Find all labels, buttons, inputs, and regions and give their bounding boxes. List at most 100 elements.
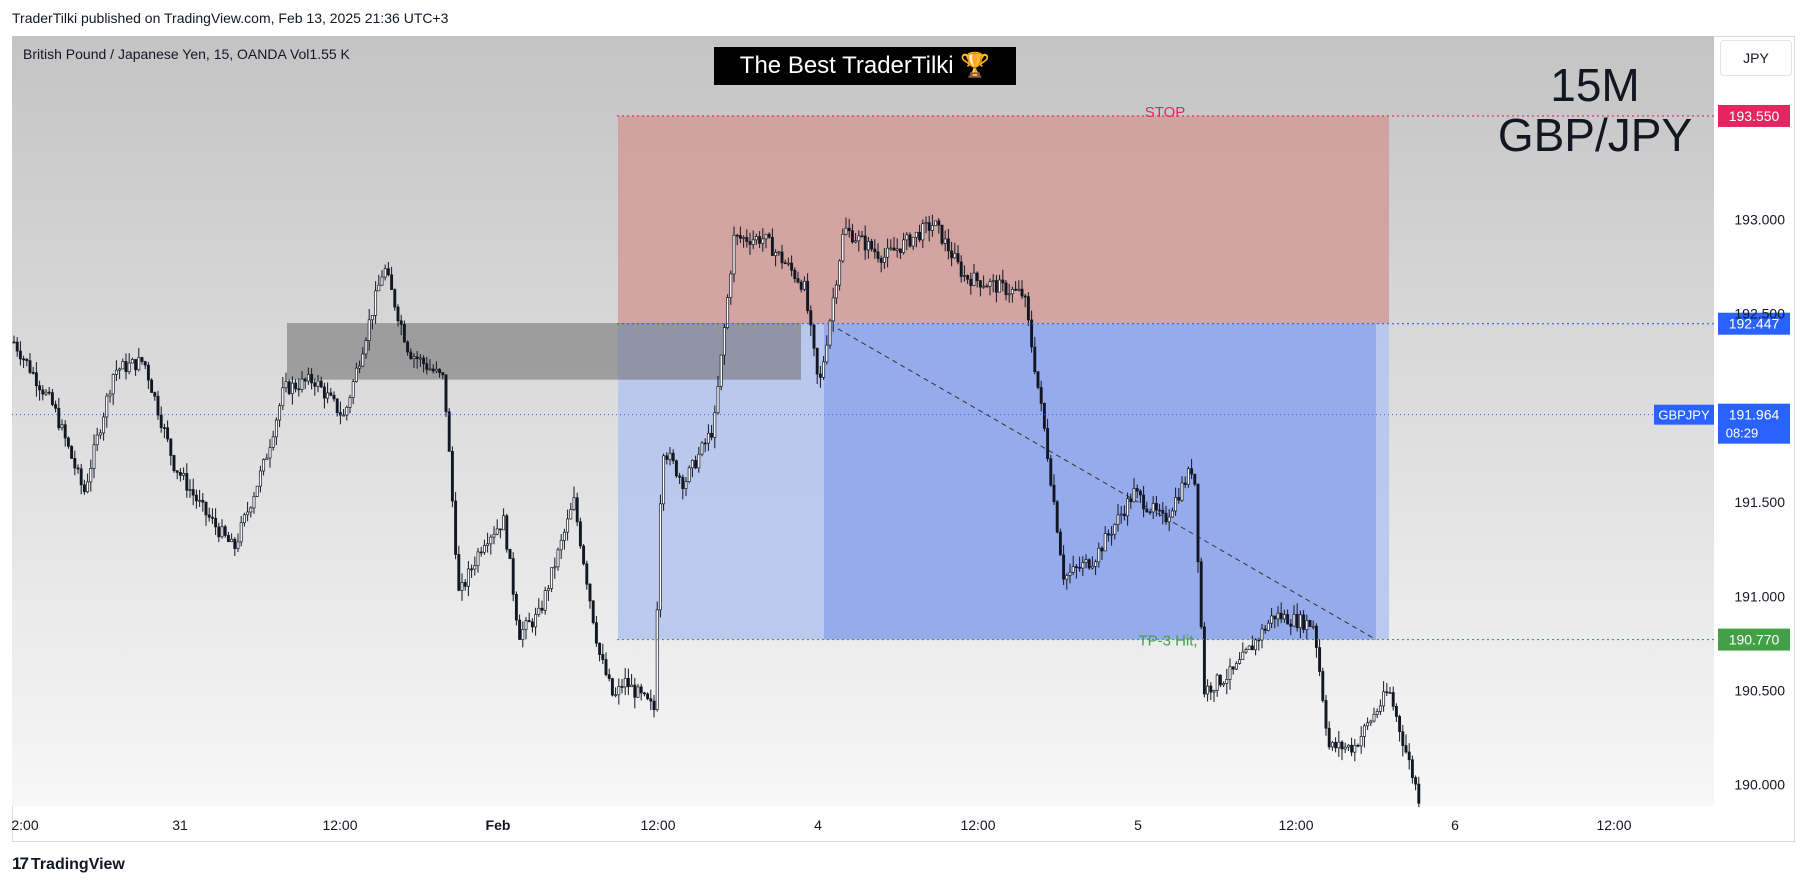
candle-body (294, 382, 298, 390)
candle-body (1350, 744, 1354, 753)
candle-body (86, 481, 90, 493)
candle-body (1276, 612, 1280, 620)
candle-body (271, 436, 275, 448)
candle-body (258, 470, 262, 487)
candle-body (844, 227, 848, 235)
candle-body (415, 356, 419, 359)
candle-body (1164, 512, 1168, 523)
candle-body (1177, 497, 1181, 501)
x-tick-5: 4 (814, 817, 822, 833)
candle-body (620, 686, 624, 688)
candle-body (882, 256, 886, 263)
candle-body (220, 526, 224, 538)
candle-body (1055, 501, 1059, 533)
candle-body (511, 558, 515, 595)
candle-body (886, 247, 890, 258)
candle-body (1369, 720, 1373, 724)
candle-body (607, 674, 611, 679)
candle-body (1401, 731, 1405, 746)
candle-body (1234, 663, 1238, 670)
candle-body (25, 358, 29, 362)
candles-layer (12, 214, 1421, 808)
candle-body (367, 319, 371, 341)
candle-body (268, 447, 272, 459)
candle-body (1366, 722, 1370, 727)
candle-body (540, 607, 544, 611)
candle-body (182, 473, 186, 476)
candle-body (194, 494, 198, 502)
candle-body (1241, 651, 1245, 660)
candle-body (249, 507, 253, 513)
candle-body (172, 455, 176, 472)
candle-body (252, 496, 256, 509)
candle-body (604, 659, 608, 676)
candle-body (1218, 674, 1222, 686)
candle-body (383, 268, 387, 278)
candle-body (1295, 614, 1299, 629)
candle-body (1148, 511, 1152, 514)
candle-body (140, 357, 144, 362)
candle-body (1180, 482, 1184, 501)
candle-body (1206, 685, 1210, 695)
candle-body (377, 284, 381, 292)
candle-body (146, 364, 150, 381)
candle-body (649, 698, 653, 702)
x-tick-6: 12:00 (960, 817, 995, 833)
candle-body (1186, 468, 1190, 485)
candle-body (1222, 683, 1226, 686)
candle-body (431, 368, 435, 372)
candle-body (1334, 741, 1338, 749)
candle-body (953, 253, 957, 259)
time-axis[interactable]: 2:00 31 12:00 Feb 12:00 4 12:00 5 12:00 6 12:00 (11, 817, 1631, 833)
candle-body (1161, 510, 1165, 514)
candle-body (642, 692, 646, 695)
currency-button[interactable]: JPY (1720, 40, 1792, 76)
x-tick-9: 6 (1451, 817, 1459, 833)
candle-body (854, 240, 858, 243)
candle-body (1407, 751, 1411, 761)
candle-body (1378, 705, 1382, 712)
candle-body (1158, 509, 1162, 512)
candle-body (287, 381, 291, 395)
candle-body (1126, 498, 1130, 517)
candle-body (409, 351, 413, 360)
candle-body (1052, 484, 1056, 503)
candle-body (460, 582, 464, 591)
candle-body (706, 432, 710, 444)
candle-body (1385, 691, 1389, 694)
candle-body (242, 514, 246, 524)
candle-body (166, 427, 170, 440)
candle-body (70, 445, 74, 459)
candle-body (678, 475, 682, 478)
tradingview-logo[interactable]: 17 TradingView (12, 854, 125, 874)
candle-body (1391, 692, 1395, 707)
candle-body (959, 261, 963, 277)
candle-body (434, 368, 438, 372)
candle-body (1324, 700, 1328, 729)
brand-banner: The Best TraderTilki 🏆 (714, 47, 1016, 85)
candle-body (479, 551, 483, 554)
candle-body (127, 362, 131, 373)
candle-body (591, 600, 595, 624)
y-tick-5: 190.000 (1734, 777, 1785, 793)
candle-body (1228, 666, 1232, 680)
price-label-0: 193.550 (1729, 108, 1780, 124)
candle-body (1410, 759, 1414, 778)
candle-body (118, 368, 122, 371)
candle-body (406, 341, 410, 353)
candle-body (246, 511, 250, 516)
candle-body (537, 607, 541, 615)
candle-body (655, 609, 659, 711)
candle-body (870, 240, 874, 250)
candle-body (114, 369, 118, 375)
candle-body (1388, 692, 1392, 694)
candle-body (850, 230, 854, 243)
candle-body (994, 280, 998, 293)
candle-body (601, 654, 605, 660)
y-tick-2: 191.500 (1734, 494, 1785, 510)
price-axis[interactable]: 193.000 192.500 191.500 191.000 190.500 190.0… (1734, 212, 1785, 793)
candle-body (658, 503, 662, 611)
candle-body (1209, 685, 1213, 693)
candle-body (614, 694, 618, 697)
